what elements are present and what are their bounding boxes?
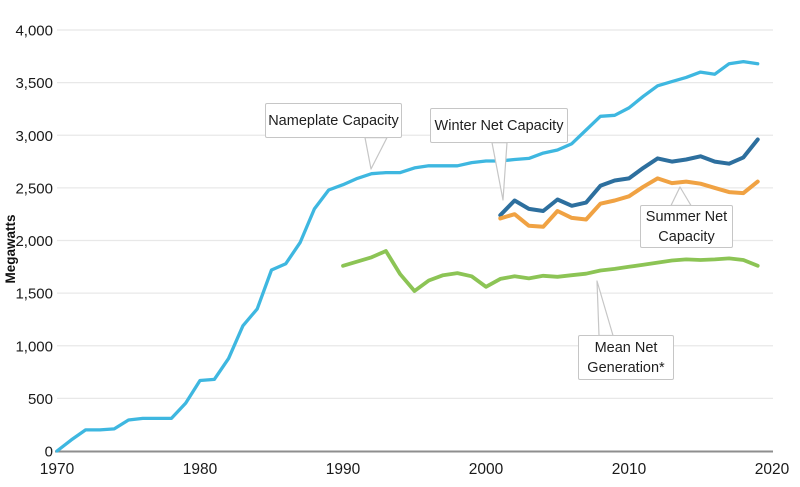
callout-summer-net-capacity-label-line2: Capacity bbox=[658, 228, 715, 245]
y-tick-label: 3,000 bbox=[15, 128, 53, 145]
series-line-nameplate-capacity bbox=[55, 59, 760, 453]
y-tick-label: 0 bbox=[45, 444, 53, 461]
callout-mean-net-generation: Mean Net Generation* bbox=[578, 335, 674, 380]
x-tick-label: 2000 bbox=[469, 461, 504, 478]
y-tick-label: 2,000 bbox=[15, 233, 53, 250]
x-tick-label: 2020 bbox=[755, 461, 790, 478]
callout-mean-net-generation-label-line1: Mean Net bbox=[594, 339, 658, 356]
callout-pointer-nameplate bbox=[364, 137, 388, 170]
callout-pointer-summer bbox=[670, 186, 692, 207]
y-tick-label: 3,500 bbox=[15, 75, 53, 92]
y-tick-label: 2,500 bbox=[15, 180, 53, 197]
callout-summer-net-capacity-label-line1: Summer Net bbox=[645, 208, 728, 225]
x-tick-label: 1970 bbox=[40, 461, 75, 478]
y-tick-label: 500 bbox=[28, 391, 53, 408]
y-axis-title: Megawatts bbox=[3, 214, 18, 284]
callout-winter-net-capacity: Winter Net Capacity bbox=[430, 108, 568, 143]
y-tick-label: 1,500 bbox=[15, 286, 53, 303]
callout-pointer-mean bbox=[596, 280, 614, 337]
callout-nameplate-capacity-label: Nameplate Capacity bbox=[268, 112, 399, 129]
x-tick-label: 1980 bbox=[183, 461, 218, 478]
x-tick-label: 2010 bbox=[612, 461, 647, 478]
y-tick-label: 4,000 bbox=[15, 23, 53, 40]
series-line-winter-net-capacity bbox=[498, 137, 760, 218]
series-line-summer-net-capacity bbox=[498, 176, 760, 229]
callout-winter-net-capacity-label: Winter Net Capacity bbox=[434, 117, 564, 134]
callout-summer-net-capacity: Summer Net Capacity bbox=[640, 205, 733, 248]
x-tick-label: 1990 bbox=[326, 461, 361, 478]
callout-pointer-winter bbox=[491, 142, 508, 201]
callout-mean-net-generation-label-line2: Generation* bbox=[587, 359, 665, 376]
y-tick-label: 1,000 bbox=[15, 338, 53, 355]
series-line-mean-net-generation bbox=[341, 249, 760, 293]
callout-nameplate-capacity: Nameplate Capacity bbox=[265, 103, 402, 138]
